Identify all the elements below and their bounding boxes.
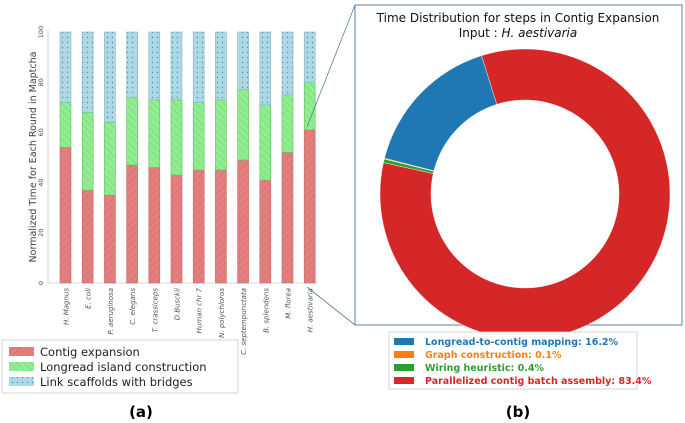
bar-segment <box>237 31 249 91</box>
legend-swatch-batch-assembly <box>394 377 414 384</box>
panel-b-donut-chart: Time Distribution for steps in Contig Ex… <box>354 4 683 421</box>
bar-segment <box>126 96 138 166</box>
bar-segment <box>126 31 138 98</box>
legend-swatch-longread-island <box>9 362 34 371</box>
legend-swatch-link-scaffolds <box>9 377 34 386</box>
donut-subtitle-input: H. aestivaria <box>501 26 577 40</box>
x-tick-label: T. crassiceps <box>151 288 159 333</box>
bars-group <box>59 31 316 284</box>
x-tick-label: C. elegans <box>129 288 137 325</box>
bar-segment <box>59 147 72 284</box>
bar-segment <box>148 167 161 284</box>
bar-segment <box>281 31 294 96</box>
legend-swatch-mapping <box>394 338 414 345</box>
bar-segment <box>303 129 316 284</box>
legend-label-longread-island: Longread island construction <box>40 360 207 374</box>
y-tick-label: 40 <box>37 178 45 186</box>
bar-segment <box>259 179 272 284</box>
x-tick-label: H. aestivaria <box>307 288 315 332</box>
caption-b: (b) <box>506 403 530 421</box>
donut-subtitle: Input : H. aestivaria <box>459 26 578 40</box>
x-tick-label: D.Busckii <box>174 288 182 320</box>
bar-segment <box>281 94 294 153</box>
bar-segment <box>59 101 72 148</box>
bar-segment <box>81 112 94 191</box>
bar-segment <box>170 99 183 176</box>
bar-segment <box>237 159 249 284</box>
bar-segment <box>259 104 272 181</box>
x-tick-label: M. florea <box>285 288 293 319</box>
bar-segment <box>81 31 94 113</box>
bar-segment <box>104 31 116 123</box>
legend-b: Longread-to-contig mapping: 16.2% Graph … <box>388 331 652 390</box>
donut-title: Time Distribution for steps in Contig Ex… <box>376 11 660 25</box>
x-tick-labels: H. Magnus E. coli P. aeruginosa C. elegans T… <box>63 287 315 354</box>
x-tick-label: C. septempunctata <box>240 288 248 355</box>
bar-segment <box>81 189 94 284</box>
y-axis-label: Normalized Time for Each Round in Maptch… <box>28 52 39 263</box>
legend-label-link-scaffolds: Link scaffolds with bridges <box>40 375 193 389</box>
legend-label-contig-expansion: Contig expansion <box>40 345 140 359</box>
y-tick-label: 80 <box>37 78 45 86</box>
bar-segment <box>104 122 116 196</box>
legend-swatch-graph-construction <box>394 351 414 358</box>
bar-segment <box>126 164 138 284</box>
bar-segment <box>237 89 249 161</box>
bar-segment <box>170 31 183 101</box>
legend-b-frame <box>388 331 638 390</box>
legend-label-graph-construction: Graph construction: 0.1% <box>425 350 562 361</box>
x-tick-label: B. splendens <box>262 288 270 333</box>
legend-swatch-contig-expansion <box>9 347 34 356</box>
bar-segment <box>281 152 294 284</box>
bar-segment <box>303 31 316 83</box>
bar-segment <box>215 169 227 284</box>
legend-a-frame <box>1 339 239 394</box>
panel-a-stacked-bar-chart: Normalized Time for Each Round in Maptch… <box>1 26 317 421</box>
bar-segment <box>170 174 183 284</box>
legend-swatch-wiring <box>394 364 414 371</box>
y-tick-label: 100 <box>37 26 45 38</box>
bar-segment <box>215 99 227 171</box>
bar-segment <box>215 31 227 101</box>
x-tick-label: N. polychloros <box>218 288 226 338</box>
legend-label-batch-assembly: Parallelized contig batch assembly: 83.4… <box>425 376 652 387</box>
legend-label-wiring: Wiring heuristic: 0.4% <box>425 363 544 374</box>
zoom-connector-top <box>306 4 356 128</box>
bar-segment <box>192 31 205 103</box>
bar-segment <box>148 31 161 101</box>
caption-a: (a) <box>129 403 153 421</box>
bar-segment <box>259 31 272 106</box>
zoom-connector-bottom <box>306 286 356 326</box>
legend-a: Contig expansion Longread island constru… <box>1 339 239 394</box>
y-tick-label: 60 <box>37 128 45 136</box>
legend-label-mapping: Longread-to-contig mapping: 16.2% <box>425 337 619 348</box>
y-tick-labels: 0 20 40 60 80 100 <box>37 26 45 285</box>
x-tick-label: P. aeruginosa <box>107 288 115 335</box>
x-tick-label: Human chr 7 <box>196 287 204 333</box>
bar-segment <box>148 99 161 168</box>
bar-segment <box>59 31 72 103</box>
y-tick-label: 0 <box>37 281 45 285</box>
bar-segment <box>192 169 205 284</box>
x-tick-label: E. coli <box>85 288 93 309</box>
donut-subtitle-prefix: Input : <box>459 26 502 40</box>
x-tick-label: H. Magnus <box>63 288 71 325</box>
y-tick-label: 20 <box>37 229 45 237</box>
bar-segment <box>192 101 205 171</box>
bar-segment <box>303 81 316 131</box>
bar-segment <box>104 194 116 284</box>
